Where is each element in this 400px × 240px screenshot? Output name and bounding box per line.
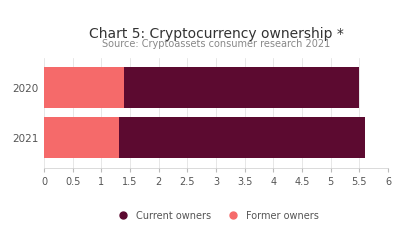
Legend: Current owners, Former owners: Current owners, Former owners xyxy=(113,210,319,221)
Bar xyxy=(44,67,124,108)
Bar xyxy=(44,117,118,158)
Title: Chart 5: Cryptocurrency ownership *: Chart 5: Cryptocurrency ownership * xyxy=(88,27,344,41)
Bar xyxy=(118,117,365,158)
Bar xyxy=(124,67,359,108)
Text: Source: Cryptoassets consumer research 2021: Source: Cryptoassets consumer research 2… xyxy=(102,39,330,49)
